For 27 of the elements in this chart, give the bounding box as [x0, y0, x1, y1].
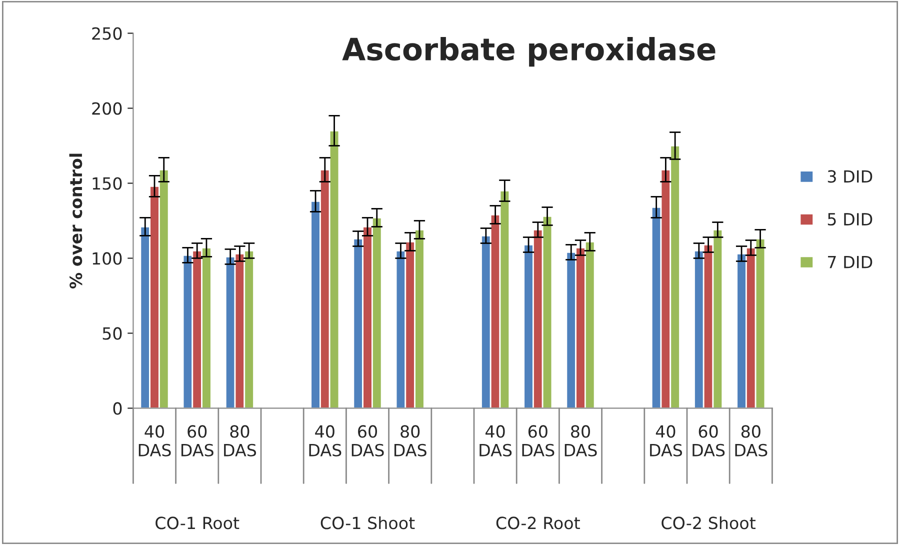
text: CO-1 Root — [156, 516, 240, 530]
x-tick-label: 40 DAS — [650, 425, 682, 456]
y-tick-label: 0 — [113, 402, 122, 415]
x-tick-label: 60 DAS — [181, 425, 214, 456]
x-tick-label: 40 DAS — [138, 425, 171, 456]
y-tick-label: 150 — [92, 177, 122, 190]
x-tick-label: 80 DAS — [564, 425, 597, 456]
y-tick-label: 50 — [102, 327, 122, 340]
x-tick-label: 60 DAS — [352, 425, 384, 456]
y-tick-label: 200 — [92, 102, 122, 115]
text: CO-2 Root — [496, 516, 580, 530]
chart-title: Ascorbate peroxidase — [342, 36, 716, 67]
x-tick-label: 80 DAS — [394, 425, 426, 456]
x-tick-label: 80 DAS — [224, 425, 256, 456]
y-tick-label: 100 — [92, 252, 122, 265]
legend-label: 3 DID — [828, 170, 872, 183]
legend-label: 5 DID — [828, 213, 872, 226]
y-axis-title: % over control — [69, 154, 82, 289]
legend-label: 7 DID — [828, 256, 872, 268]
x-tick-label: 60 DAS — [522, 425, 554, 456]
text: CO-1 Shoot — [320, 516, 415, 530]
text: CO-2 Shoot — [662, 516, 756, 530]
x-tick-label: 40 DAS — [309, 425, 342, 456]
x-tick-label: 80 DAS — [735, 425, 768, 456]
x-tick-label: 60 DAS — [692, 425, 725, 456]
x-tick-label: 40 DAS — [480, 425, 512, 456]
y-tick-label: 250 — [92, 27, 122, 40]
